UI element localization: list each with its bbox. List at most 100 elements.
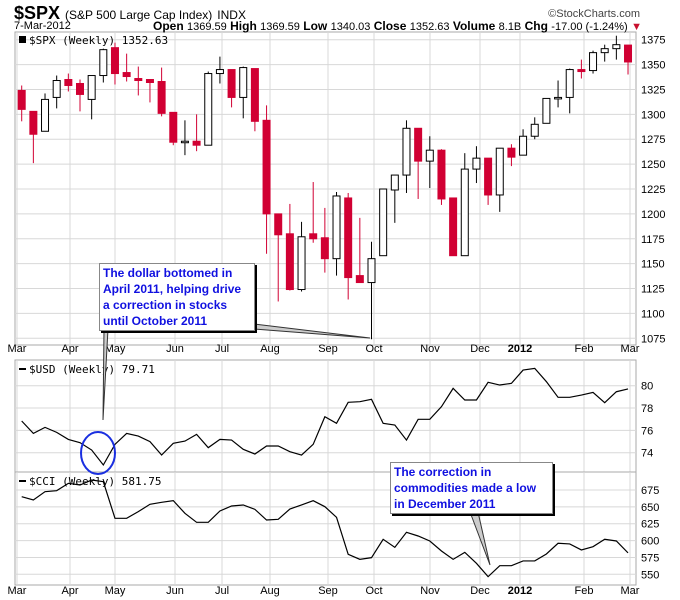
close-label: Close [373,19,407,33]
candle-body [110,47,119,75]
high-label: High [230,19,257,33]
candle [215,56,224,84]
candle-body [355,275,364,284]
candle [507,144,516,167]
y-tick-label: 1350 [641,60,665,72]
x-tick-label: 2012 [508,585,532,597]
candle-body [309,233,318,240]
candle-body [577,69,586,73]
candle [250,68,259,132]
y-tick-label: 1275 [641,134,665,146]
candle-body [332,195,341,260]
candle-body [250,68,259,122]
candle [425,136,434,189]
y-tick-label: 78 [641,403,653,415]
candle [180,120,189,156]
candle-body [297,236,306,291]
x-tick-label: May [105,585,126,597]
annotation-dollar: The dollar bottomed in April 2011, helpi… [99,263,255,331]
x-tick-label: Mar [8,585,27,597]
exchange: INDX [217,8,246,22]
y-tick-label: 1150 [641,259,665,271]
candle [41,93,50,132]
candle [612,35,621,60]
candle [76,79,84,112]
x-tick-label: Nov [420,585,440,597]
candle-body [344,197,353,279]
candle [472,146,481,184]
candle [204,71,213,146]
candle-body [425,149,434,162]
chg-label: Chg [524,19,548,33]
volume-value: 8.1B [498,21,522,33]
y-tick-label: 1300 [641,109,665,121]
y-tick-label: 1250 [641,159,665,171]
candle [577,59,586,79]
candle-body [414,127,423,162]
high-value: 1369.59 [260,21,300,33]
candle [390,174,399,223]
candle [484,157,493,205]
candle-body [239,67,248,98]
candle-body [41,98,50,132]
y-tick-label: 76 [641,425,653,437]
x-tick-label: Oct [365,585,382,597]
candle-body [495,147,504,196]
candle-body [624,44,633,63]
candle [134,66,143,96]
candle-body [460,168,469,257]
low-label: Low [303,19,328,33]
candle-body [379,188,388,257]
candle [192,114,201,152]
candle [589,50,598,74]
x-tick-label: Apr [61,343,78,355]
candle [145,79,154,103]
candle [414,127,423,199]
usd-line [21,367,629,467]
candle-body [192,140,201,146]
candle-body [530,123,539,137]
y-tick-label: 1075 [641,333,665,345]
y-tick-label: 80 [641,381,653,393]
candle [449,197,458,257]
panel-frame [14,359,637,473]
x-tick-label: Mar [8,343,27,355]
candle-body [157,81,166,114]
candle-body [134,78,143,82]
candle [565,68,574,114]
open-label: Open [153,19,184,33]
chart-date: 7-Mar-2012 [14,20,71,32]
candle-body [87,75,96,100]
candle [169,111,178,146]
candle-body [600,48,609,54]
candle-body [554,96,563,100]
candle-body [122,72,131,78]
candle-body [472,157,481,170]
open-value: 1369.59 [187,21,227,33]
copyright[interactable]: ©StockCharts.com [548,8,640,20]
x-tick-label: Jun [166,343,184,355]
x-tick-label: Aug [260,343,280,355]
candle-body [507,147,516,158]
candle [274,213,283,302]
candle [437,149,446,205]
candle [460,153,469,257]
line-legend-icon [19,368,26,370]
x-tick-label: Dec [470,343,490,355]
y-tick-label: 650 [641,502,659,514]
candle [122,53,131,82]
candle-body [612,44,621,50]
candle [262,105,271,254]
candle-body [437,149,446,200]
y-tick-label: 74 [641,448,653,460]
chart-title: $SPX (S&P 500 Large Cap Index) INDX [14,3,246,24]
candle-body [52,80,61,98]
candle [519,129,528,156]
x-tick-label: Feb [575,585,594,597]
symbol: $SPX [14,3,61,23]
candle-body [542,97,551,124]
candle [624,44,633,75]
candle-body [285,233,294,291]
y-tick-label: 1175 [641,234,665,246]
